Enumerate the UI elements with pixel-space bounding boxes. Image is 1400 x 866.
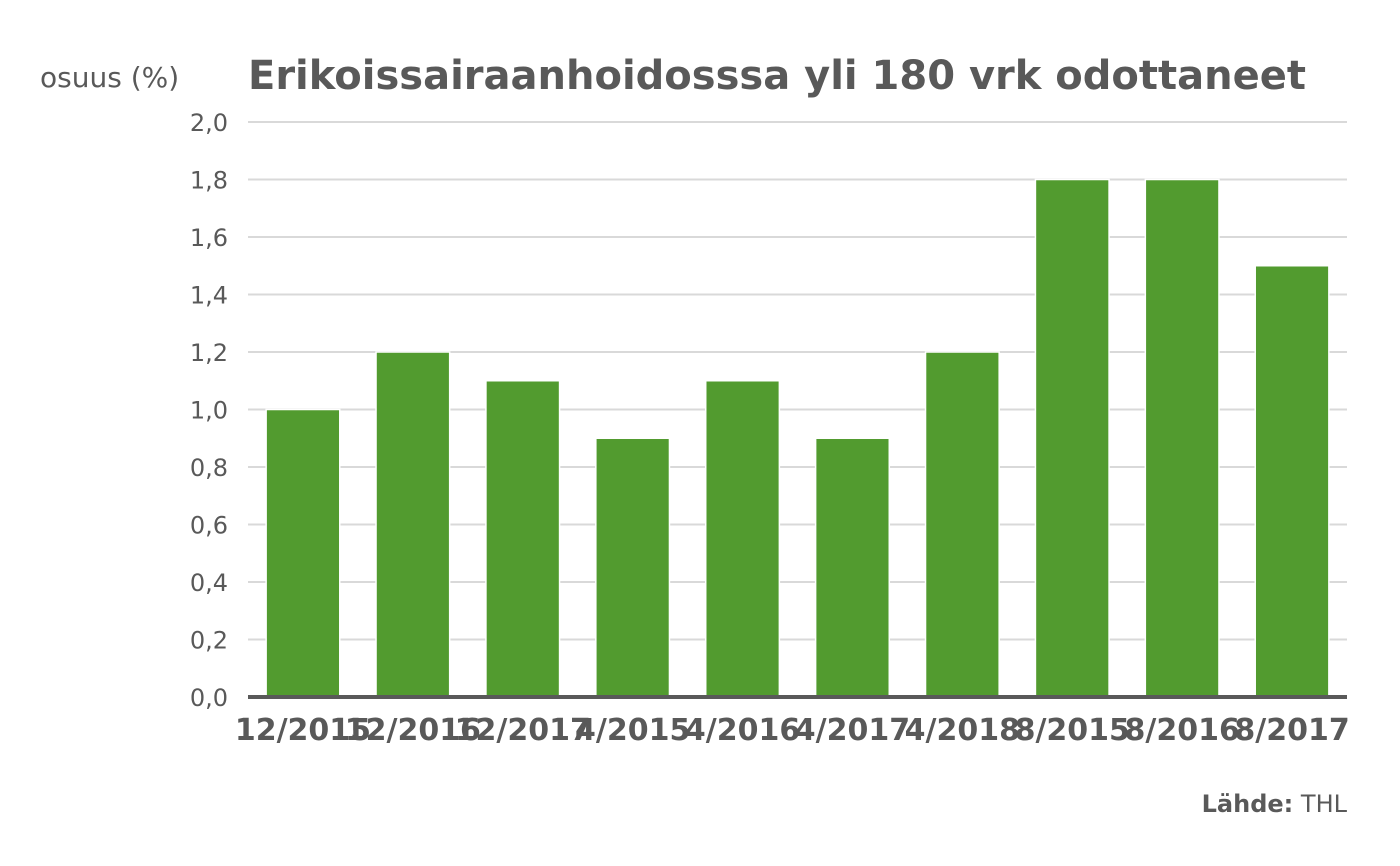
source-spacer <box>1293 790 1301 818</box>
bar <box>1144 178 1220 698</box>
bar <box>1254 265 1330 698</box>
x-tick-label: 4/2016 <box>685 713 800 748</box>
y-tick-label: 1,0 <box>190 397 228 425</box>
bar <box>265 408 341 698</box>
chart-title: Erikoissairaanhoidosssa yli 180 vrk odot… <box>248 53 1306 99</box>
y-tick-label: 0,0 <box>190 684 228 712</box>
bar <box>814 437 891 698</box>
y-tick-label: 1,8 <box>190 167 228 195</box>
bar <box>924 351 1000 698</box>
x-tick-label: 12/2016 <box>345 713 481 748</box>
y-tick-label: 0,8 <box>190 454 228 482</box>
bar <box>704 380 781 698</box>
bar <box>1034 178 1110 698</box>
x-tick-label: 4/2015 <box>575 713 690 748</box>
bars <box>265 178 1330 698</box>
y-tick-label: 0,4 <box>190 569 228 597</box>
x-tick-label: 4/2018 <box>905 713 1020 748</box>
bar <box>375 351 451 698</box>
x-tick-label: 12/2015 <box>235 713 371 748</box>
bar <box>595 437 671 698</box>
y-tick-label: 0,6 <box>190 512 228 540</box>
bar <box>485 380 561 698</box>
x-tick-label: 12/2017 <box>455 713 591 748</box>
y-tick-label: 1,4 <box>190 282 228 310</box>
y-tick-label: 2,0 <box>190 109 228 137</box>
x-axis-ticks: 12/201512/201612/20174/20154/20164/20174… <box>235 713 1350 748</box>
y-axis-label: osuus (%) <box>40 61 179 94</box>
x-tick-label: 8/2017 <box>1234 713 1349 748</box>
source-label: Lähde: <box>1202 790 1294 818</box>
source-value: THL <box>1300 790 1348 818</box>
x-tick-label: 8/2016 <box>1124 713 1239 748</box>
y-tick-label: 1,2 <box>190 339 228 367</box>
source-note: Lähde: THL <box>1202 790 1348 818</box>
y-axis-ticks: 0,0 0,2 0,4 0,6 0,8 1,0 1,2 1,4 1,6 1,8 2,0 <box>190 109 228 712</box>
x-tick-label: 8/2015 <box>1015 713 1130 748</box>
y-tick-label: 1,6 <box>190 224 228 252</box>
y-tick-label: 0,2 <box>190 627 228 655</box>
x-tick-label: 4/2017 <box>795 713 910 748</box>
